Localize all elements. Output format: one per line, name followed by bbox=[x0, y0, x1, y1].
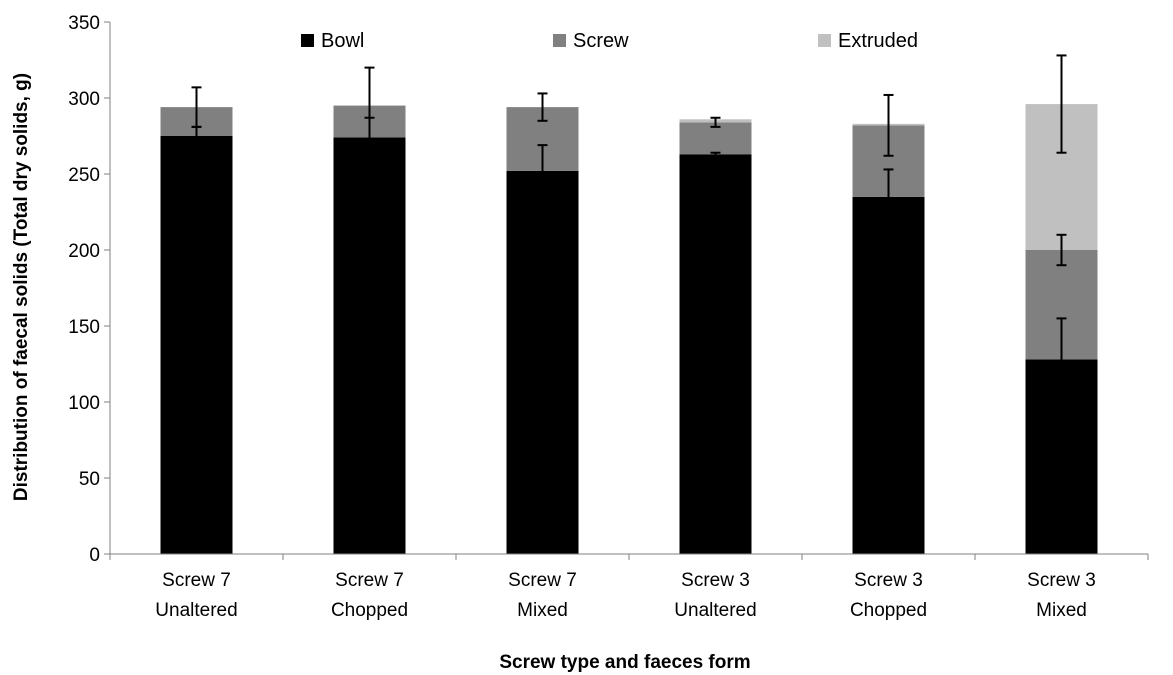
error-bars-layer bbox=[191, 54, 1067, 402]
x-tick-label-3-1: Unaltered bbox=[674, 600, 756, 621]
y-tick-label-250: 250 bbox=[68, 165, 100, 186]
x-tick-label-2-1: Mixed bbox=[517, 600, 568, 621]
x-tick-label-5-1: Mixed bbox=[1036, 600, 1087, 621]
x-tick-label-2-0: Screw 7 bbox=[508, 570, 577, 591]
x-tick-label-3-0: Screw 3 bbox=[681, 570, 750, 591]
y-tick-label-150: 150 bbox=[68, 317, 100, 338]
legend: Bowl Screw Extruded bbox=[301, 30, 918, 52]
y-axis-title: Distribution of faecal solids (Total dry… bbox=[11, 73, 32, 501]
legend-label-screw: Screw bbox=[573, 30, 629, 52]
y-tick-label-300: 300 bbox=[68, 89, 100, 110]
y-tick-label-100: 100 bbox=[68, 393, 100, 414]
y-tick-label-50: 50 bbox=[79, 469, 100, 490]
legend-swatch-extruded bbox=[818, 34, 831, 47]
x-tick-label-0-0: Screw 7 bbox=[162, 570, 231, 591]
bar-bowl-4 bbox=[852, 196, 925, 555]
bar-bowl-0 bbox=[160, 136, 233, 554]
bar-bowl-1 bbox=[333, 137, 406, 554]
axes-layer: 0 50 100 150 200 250 300 350 Screw 7 Unaltered Scr… bbox=[68, 13, 1149, 621]
legend-swatch-screw bbox=[553, 34, 566, 47]
x-tick-label-4-1: Chopped bbox=[850, 600, 927, 621]
y-tick-label-200: 200 bbox=[68, 241, 100, 262]
legend-label-bowl: Bowl bbox=[321, 30, 364, 52]
bar-bowl-2 bbox=[506, 170, 579, 554]
x-tick-label-0-1: Unaltered bbox=[155, 600, 237, 621]
bars-layer bbox=[160, 104, 1098, 555]
legend-label-extruded: Extruded bbox=[838, 30, 918, 52]
y-tick-label-0: 0 bbox=[89, 545, 100, 566]
legend-swatch-bowl bbox=[301, 34, 314, 47]
x-tick-label-1-0: Screw 7 bbox=[335, 570, 404, 591]
x-axis-title: Screw type and faeces form bbox=[499, 652, 750, 673]
bar-bowl-3 bbox=[679, 154, 752, 555]
y-tick-label-350: 350 bbox=[68, 13, 100, 34]
x-tick-label-5-0: Screw 3 bbox=[1027, 570, 1096, 591]
x-tick-label-4-0: Screw 3 bbox=[854, 570, 923, 591]
x-tick-label-1-1: Chopped bbox=[331, 600, 408, 621]
